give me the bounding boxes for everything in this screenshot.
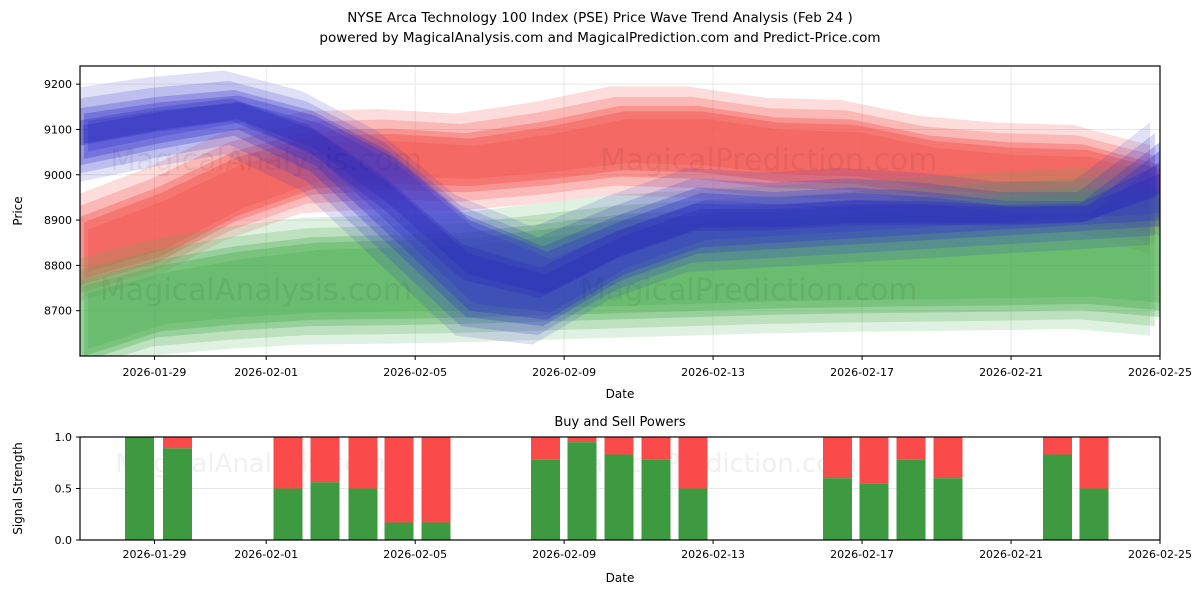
x-tick-label: 2026-02-05 (383, 366, 447, 379)
red-band-layer (80, 96, 1155, 293)
buy-power-bar[interactable] (678, 488, 708, 541)
bar-x-tick-label: 2026-02-09 (532, 548, 596, 561)
buy-power-bar[interactable] (1079, 488, 1109, 541)
x-axis-title: Date (606, 387, 635, 401)
blue-band-layer (84, 95, 1160, 320)
x-tick-label: 2026-02-13 (681, 366, 745, 379)
bar-x-tick-label: 2026-02-17 (830, 548, 894, 561)
watermark: MagicalPrediction.com (600, 143, 938, 178)
sell-power-bar[interactable] (531, 437, 560, 460)
y-tick-label: 8900 (44, 214, 72, 227)
y-tick-label: 9000 (44, 169, 72, 182)
bar-plot-frame (79, 436, 1161, 541)
buy-power-bar[interactable] (933, 478, 963, 540)
title-line-2: powered by MagicalAnalysis.com and Magic… (319, 30, 881, 46)
blue-core-layer (80, 98, 1157, 298)
buy-power-bar[interactable] (273, 488, 303, 541)
buy-power-bar[interactable] (859, 483, 889, 540)
sell-power-bar[interactable] (859, 437, 889, 484)
chart-title: NYSE Arca Technology 100 Index (PSE) Pri… (0, 8, 1200, 48)
sell-power-bar[interactable] (310, 437, 340, 483)
sell-power-bar[interactable] (641, 437, 671, 460)
green-band-layer (80, 185, 1160, 356)
bar-chart-title: Buy and Sell Powers (554, 415, 685, 430)
sell-power-bar[interactable] (933, 437, 963, 479)
blue-band-layer (80, 90, 1160, 327)
x-tick-label: 2026-01-29 (123, 366, 187, 379)
bar-y-tick-label: 0.5 (55, 483, 73, 496)
buy-power-bar[interactable] (896, 459, 926, 540)
sell-power-bar[interactable] (421, 437, 451, 523)
watermark: MagicalPrediction.com (580, 273, 918, 308)
bar-x-tick-label: 2026-02-05 (383, 548, 447, 561)
buy-power-bar[interactable] (163, 448, 192, 540)
bar-y-tick-label: 1.0 (55, 431, 73, 444)
green-band-layer (84, 190, 1160, 356)
sell-power-bar[interactable] (348, 437, 378, 489)
x-tick-label: 2026-02-25 (1128, 366, 1192, 379)
sell-power-bar[interactable] (896, 437, 926, 460)
bar-x-tick-label: 2026-02-13 (681, 548, 745, 561)
plot-frame (79, 65, 1161, 357)
sell-power-bar[interactable] (273, 437, 303, 489)
watermark: MagicalAnalysis.com (115, 449, 385, 479)
plot-background (80, 66, 1160, 356)
buy-power-bar[interactable] (604, 454, 634, 540)
buy-power-bar[interactable] (1043, 454, 1072, 540)
green-band-layer (80, 165, 1150, 356)
buy-power-bar[interactable] (823, 478, 852, 540)
blue-band-layer (88, 102, 1160, 313)
buy-power-bar[interactable] (310, 482, 340, 540)
buy-power-bar[interactable] (421, 522, 451, 540)
watermark: MagicalAnalysis.com (110, 143, 422, 178)
bar-x-tick-label: 2026-02-25 (1128, 548, 1192, 561)
y-axis-title: Price (11, 196, 25, 225)
bar-x-axis-title: Date (606, 571, 635, 585)
sell-power-bar[interactable] (823, 437, 852, 479)
blue-core-layer (83, 101, 1160, 294)
bar-x-tick-label: 2026-02-01 (234, 548, 298, 561)
title-line-1: NYSE Arca Technology 100 Index (PSE) Pri… (347, 10, 853, 26)
blue-band-layer (80, 80, 1155, 336)
sell-power-bar[interactable] (163, 437, 192, 449)
watermark: MagicalAnalysis.com (100, 273, 412, 308)
sell-power-bar[interactable] (567, 437, 597, 443)
green-band-layer (88, 198, 1160, 349)
buy-power-bar[interactable] (567, 442, 597, 540)
sell-power-bar[interactable] (678, 437, 708, 489)
sell-power-bar[interactable] (1043, 437, 1072, 455)
x-tick-label: 2026-02-21 (979, 366, 1043, 379)
buy-power-bar[interactable] (641, 459, 671, 540)
x-tick-label: 2026-02-09 (532, 366, 596, 379)
red-band-layer (88, 118, 1160, 272)
x-tick-label: 2026-02-01 (234, 366, 298, 379)
green-band-layer (80, 176, 1155, 356)
sell-power-bar[interactable] (384, 437, 414, 523)
x-tick-label: 2026-02-17 (830, 366, 894, 379)
bar-x-tick-label: 2026-01-29 (123, 548, 187, 561)
red-band-layer (84, 111, 1160, 279)
y-tick-label: 8700 (44, 305, 72, 318)
buy-power-bar[interactable] (531, 459, 560, 540)
y-tick-label: 9100 (44, 123, 72, 136)
red-band-layer (80, 86, 1150, 301)
bar-y-tick-label: 0.0 (55, 534, 73, 547)
blue-band-layer (80, 70, 1150, 345)
buy-sell-powers-chart: Buy and Sell Powers 0.0 0.5 1.0 2026-01-29 20… (11, 415, 1192, 585)
buy-power-bar[interactable] (384, 522, 414, 540)
bar-x-tick-label: 2026-02-21 (979, 548, 1043, 561)
y-tick-label: 9200 (44, 78, 72, 91)
price-wave-trend-chart: 8700 8800 8900 9000 9100 9200 2026-01-29 2026-0… (11, 65, 1192, 401)
sell-power-bar[interactable] (604, 437, 634, 455)
bar-y-axis-title: Signal Strength (11, 442, 25, 535)
buy-power-bar[interactable] (125, 437, 154, 540)
y-tick-label: 8800 (44, 259, 72, 272)
buy-power-bar[interactable] (348, 488, 378, 541)
red-band-layer (80, 105, 1160, 286)
sell-power-bar[interactable] (1079, 437, 1109, 489)
